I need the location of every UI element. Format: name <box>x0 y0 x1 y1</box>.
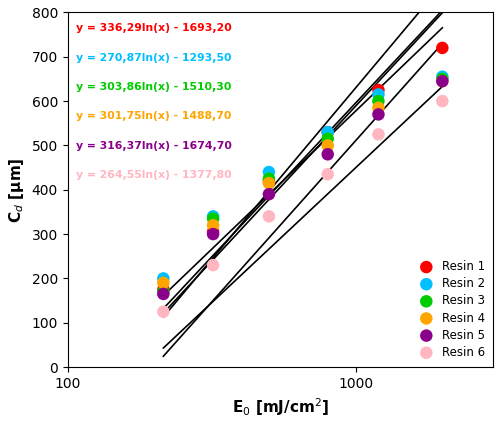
Resin 3 <box>265 175 273 182</box>
Legend: Resin 1, Resin 2, Resin 3, Resin 4, Resin 5, Resin 6: Resin 1, Resin 2, Resin 3, Resin 4, Resi… <box>412 258 487 361</box>
Resin 2 <box>160 275 168 282</box>
Text: y = 270,87ln(x) - 1293,50: y = 270,87ln(x) - 1293,50 <box>76 53 232 62</box>
Text: y = 303,86ln(x) - 1510,30: y = 303,86ln(x) - 1510,30 <box>76 82 232 92</box>
Resin 2 <box>209 213 217 220</box>
Resin 2 <box>265 169 273 176</box>
Resin 5 <box>374 111 382 118</box>
Resin 6 <box>438 98 446 105</box>
Resin 3 <box>209 215 217 222</box>
Resin 2 <box>438 74 446 80</box>
Resin 5 <box>438 78 446 85</box>
Resin 5 <box>160 291 168 298</box>
Resin 6 <box>265 213 273 220</box>
Text: y = 301,75ln(x) - 1488,70: y = 301,75ln(x) - 1488,70 <box>76 111 232 122</box>
Resin 3 <box>438 76 446 82</box>
Resin 2 <box>324 129 332 136</box>
Resin 3 <box>374 98 382 105</box>
Resin 3 <box>160 288 168 295</box>
X-axis label: E$_0$ [mJ/cm$^2$]: E$_0$ [mJ/cm$^2$] <box>232 397 329 418</box>
Text: y = 336,29ln(x) - 1693,20: y = 336,29ln(x) - 1693,20 <box>76 23 232 33</box>
Resin 4 <box>438 78 446 85</box>
Resin 3 <box>324 136 332 142</box>
Resin 2 <box>374 91 382 98</box>
Text: y = 264,55ln(x) - 1377,80: y = 264,55ln(x) - 1377,80 <box>76 170 232 180</box>
Resin 6 <box>324 171 332 178</box>
Resin 5 <box>265 191 273 198</box>
Resin 4 <box>324 142 332 149</box>
Resin 4 <box>374 105 382 111</box>
Resin 4 <box>209 222 217 229</box>
Resin 5 <box>209 231 217 238</box>
Resin 1 <box>438 45 446 51</box>
Y-axis label: C$_d$ [μm]: C$_d$ [μm] <box>7 157 26 223</box>
Resin 1 <box>265 178 273 184</box>
Resin 6 <box>160 308 168 315</box>
Resin 1 <box>324 129 332 136</box>
Resin 4 <box>265 180 273 187</box>
Text: y = 316,37ln(x) - 1674,70: y = 316,37ln(x) - 1674,70 <box>76 141 232 151</box>
Resin 4 <box>160 280 168 286</box>
Resin 1 <box>160 286 168 293</box>
Resin 1 <box>209 229 217 235</box>
Resin 6 <box>374 131 382 138</box>
Resin 5 <box>324 151 332 158</box>
Resin 1 <box>374 87 382 94</box>
Resin 6 <box>209 262 217 269</box>
